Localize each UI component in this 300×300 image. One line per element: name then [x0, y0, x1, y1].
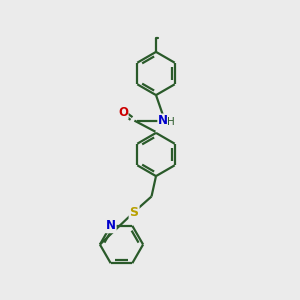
Text: N: N	[106, 219, 116, 232]
Text: H: H	[167, 117, 175, 127]
Text: S: S	[130, 206, 139, 219]
Text: N: N	[158, 114, 168, 127]
Text: O: O	[118, 106, 128, 119]
